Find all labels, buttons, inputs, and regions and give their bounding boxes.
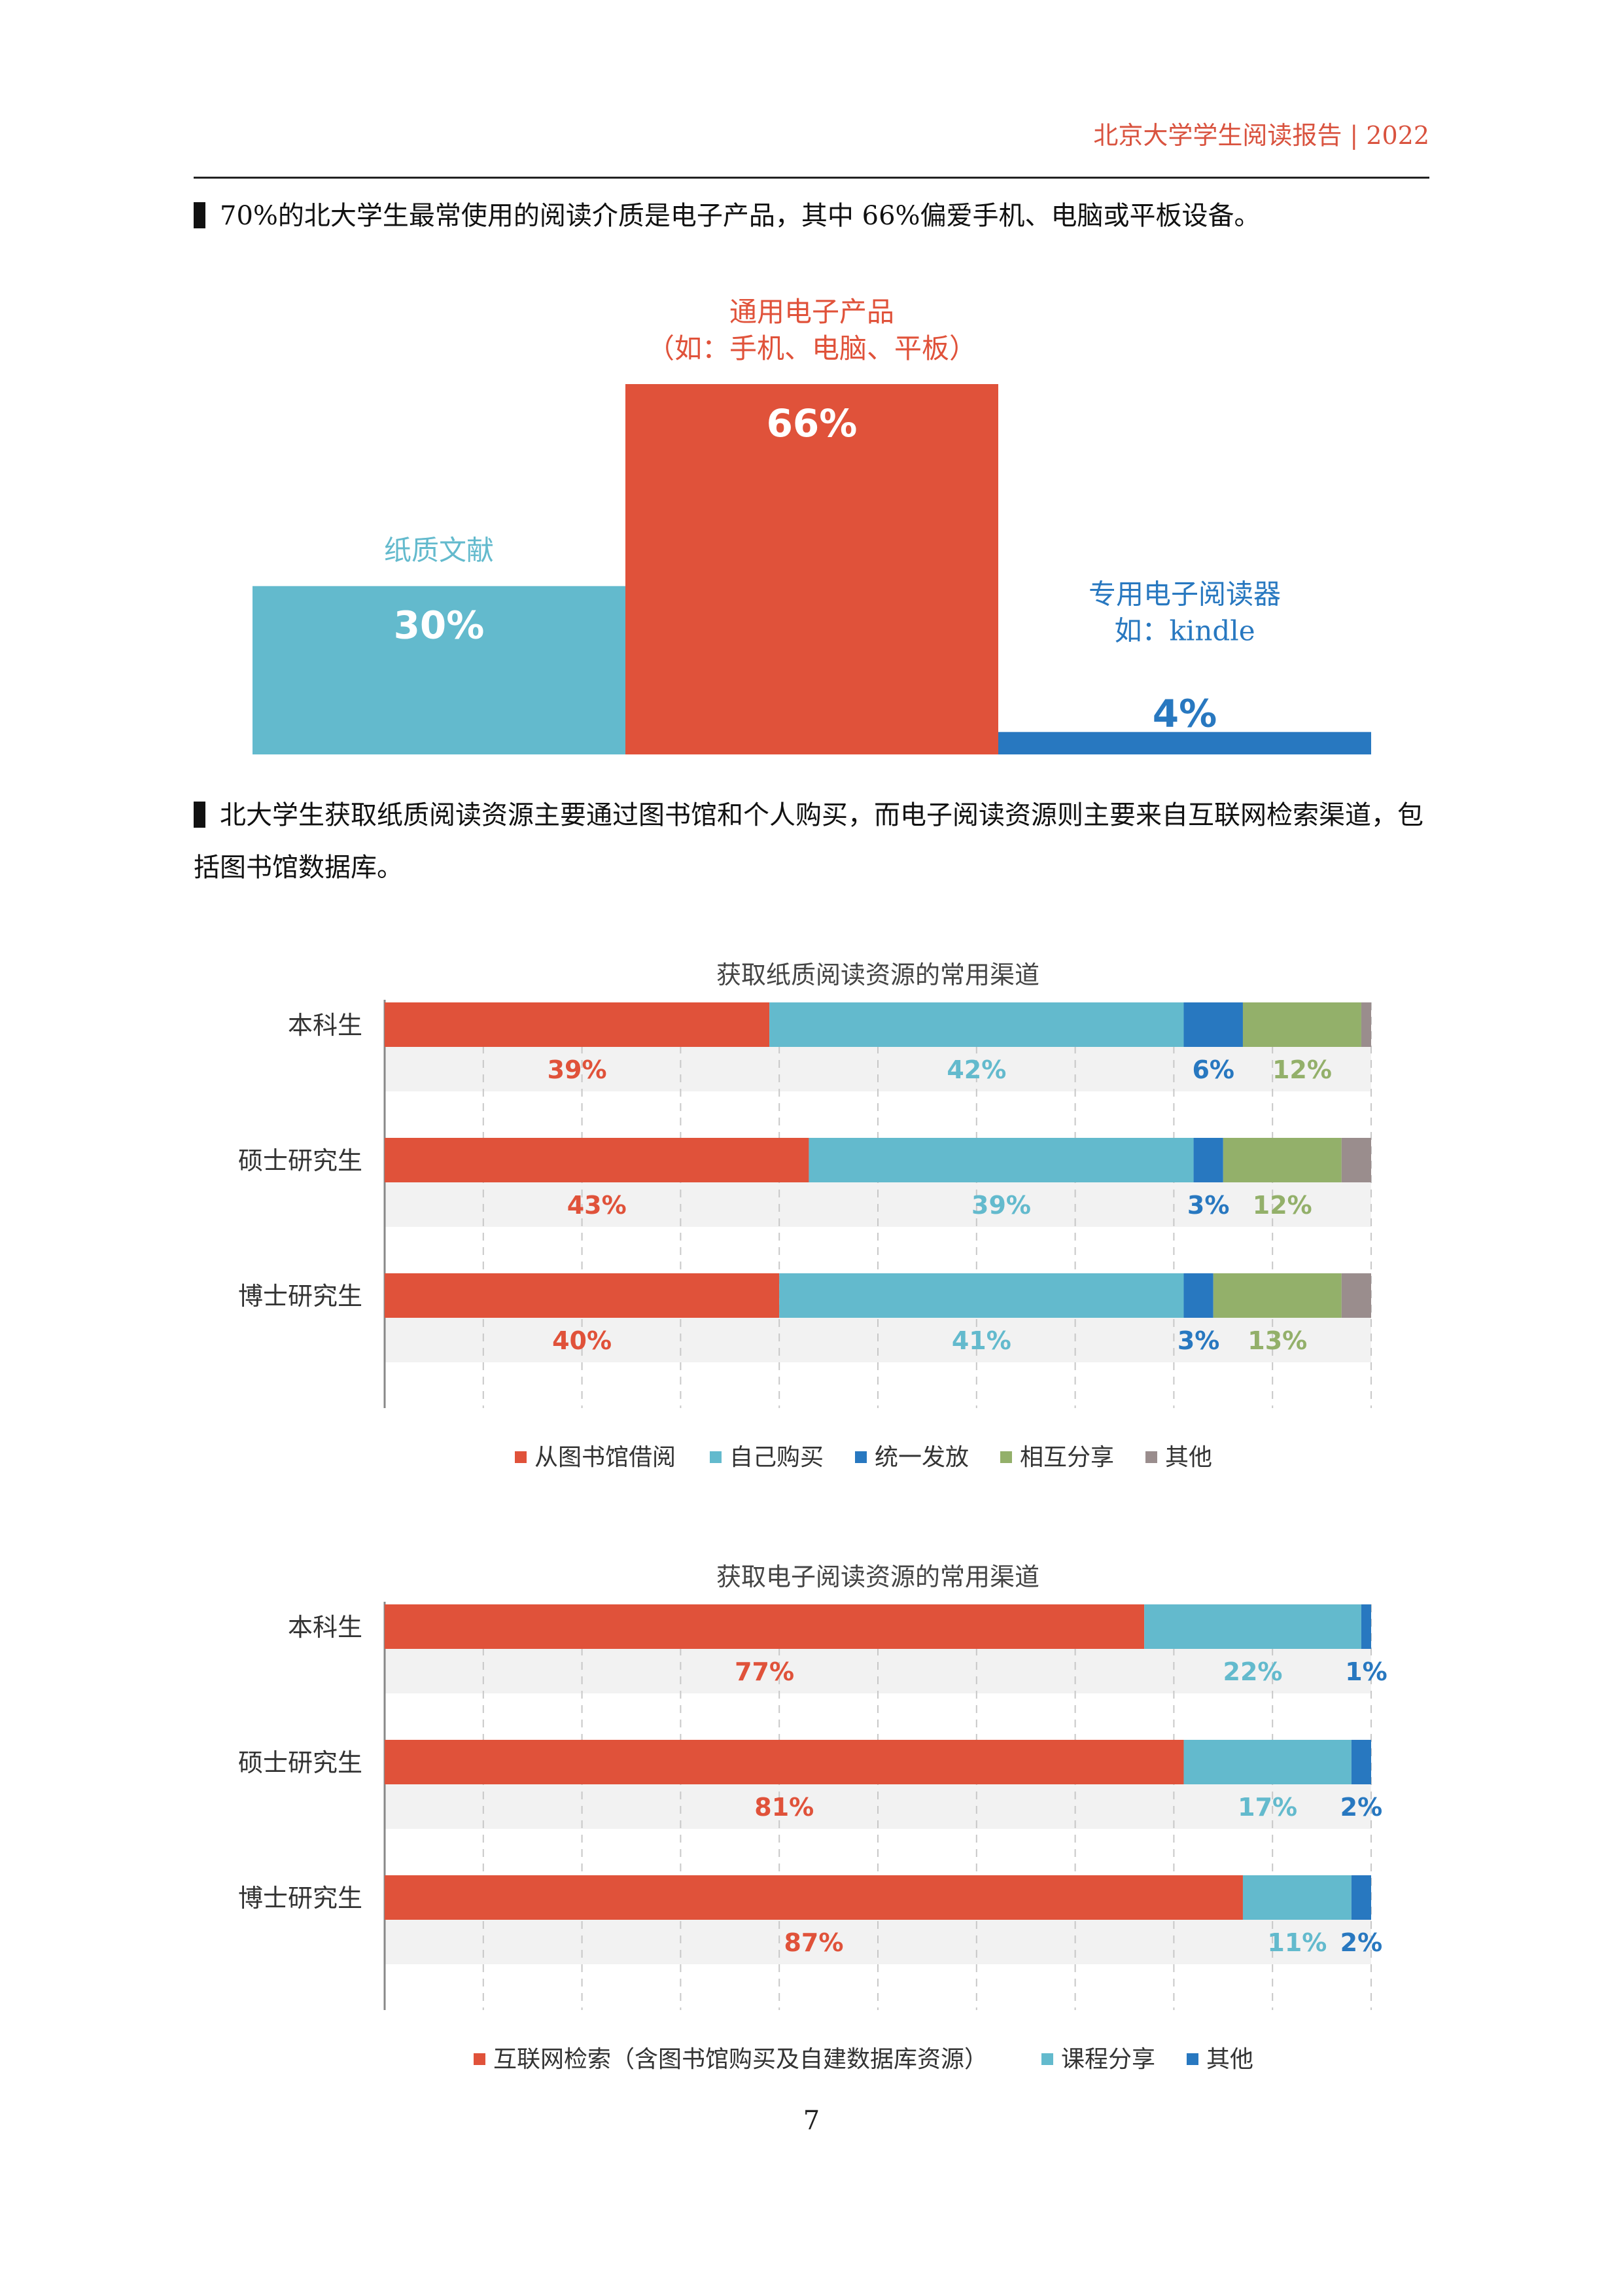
segment-0 (385, 1604, 1145, 1649)
bullet-mark (194, 202, 205, 228)
reading-medium-chart: 30% 纸质文献 66% 通用电子产品 （如：手机、电脑、平板） 4% 专用电子阅读器如：k… (253, 296, 1371, 754)
segment-0 (385, 1273, 780, 1318)
segment-2 (1193, 1138, 1223, 1182)
segment-1 (779, 1273, 1184, 1318)
legend-label-2: 其他 (1206, 2046, 1253, 2073)
value-label: 1% (1345, 1657, 1387, 1686)
value-label: 87% (784, 1928, 843, 1957)
intro-paragraph-2: 北大学生获取纸质阅读资源主要通过图书馆和个人购买，而电子阅读资源则主要来自互联网… (194, 789, 1437, 894)
legend-swatch-0 (474, 2053, 485, 2065)
segment-2 (1183, 1002, 1243, 1047)
legend-swatch-4 (1145, 1451, 1157, 1463)
value-label: 3% (1187, 1191, 1230, 1220)
value-label: 6% (1192, 1055, 1234, 1084)
value-label: 40% (552, 1326, 612, 1355)
segment-3 (1213, 1273, 1342, 1318)
segment-1 (809, 1138, 1194, 1182)
report-header: 北京大学学生阅读报告 | 2022 (1093, 121, 1429, 150)
legend-label-0: 从图书馆借阅 (534, 1444, 676, 1471)
header-rule (194, 177, 1429, 179)
label-band (385, 1649, 1371, 1693)
value-label: 17% (1238, 1793, 1297, 1822)
medium-category-label-1: （如：手机、电脑、平板） (647, 332, 977, 364)
label-band (385, 1047, 1371, 1091)
value-label: 12% (1272, 1055, 1332, 1084)
segment-0 (385, 1002, 770, 1047)
medium-value-label-2: 4% (1153, 692, 1217, 736)
segment-2 (1351, 1875, 1371, 1920)
medium-value-label-0: 30% (394, 603, 485, 648)
value-label: 81% (754, 1793, 814, 1822)
bullet-mark (194, 802, 205, 828)
segment-0 (385, 1875, 1243, 1920)
chart-title: 获取电子阅读资源的常用渠道 (716, 1563, 1039, 1591)
legend-label-0: 互联网检索（含图书馆购买及自建数据库资源） (493, 2046, 988, 2073)
segment-1 (1144, 1604, 1361, 1649)
value-label: 39% (971, 1191, 1031, 1220)
paragraph-text: 北大学生获取纸质阅读资源主要通过图书馆和个人购买，而电子阅读资源则主要来自互联网… (194, 800, 1423, 883)
medium-bar-0 (253, 586, 625, 754)
segment-4 (1341, 1273, 1371, 1318)
paragraph-text: 70%的北大学生最常使用的阅读介质是电子产品，其中 66%偏爱手机、电脑或平板设… (220, 201, 1261, 231)
legend-swatch-0 (515, 1451, 527, 1463)
value-label: 43% (567, 1191, 627, 1220)
legend-swatch-2 (1187, 2053, 1198, 2065)
segment-3 (1223, 1138, 1342, 1182)
legend-label-1: 课程分享 (1061, 2046, 1155, 2073)
segment-2 (1351, 1740, 1371, 1784)
segment-2 (1361, 1604, 1371, 1649)
category-label: 硕士研究生 (238, 1748, 362, 1777)
legend-label-4: 其他 (1165, 1444, 1212, 1471)
category-label: 博士研究生 (238, 1884, 362, 1913)
medium-category-label-2: 专用电子阅读器 (1089, 578, 1281, 610)
segment-0 (385, 1138, 809, 1182)
value-label: 12% (1253, 1191, 1312, 1220)
segment-2 (1183, 1273, 1213, 1318)
category-label: 博士研究生 (238, 1282, 362, 1311)
value-label: 39% (548, 1055, 607, 1084)
category-label: 本科生 (288, 1011, 362, 1040)
segment-3 (1242, 1002, 1361, 1047)
segment-4 (1341, 1138, 1371, 1182)
value-label: 42% (947, 1055, 1006, 1084)
legend-swatch-1 (710, 1451, 722, 1463)
value-label: 77% (735, 1657, 794, 1686)
segment-1 (1183, 1740, 1352, 1784)
value-label: 13% (1248, 1326, 1307, 1355)
legend-label-1: 自己购买 (729, 1444, 824, 1471)
medium-bar-2 (998, 732, 1371, 754)
segment-1 (769, 1002, 1184, 1047)
page-number: 7 (803, 2106, 820, 2136)
segment-4 (1361, 1002, 1371, 1047)
chart-title: 获取纸质阅读资源的常用渠道 (716, 961, 1039, 989)
legend-label-3: 相互分享 (1020, 1444, 1114, 1471)
value-label: 11% (1267, 1928, 1327, 1957)
legend-swatch-3 (1000, 1451, 1012, 1463)
medium-category-label-0: 纸质文献 (384, 535, 494, 567)
value-label: 2% (1340, 1928, 1383, 1957)
medium-category-label-1: 通用电子产品 (729, 296, 894, 328)
category-label: 本科生 (288, 1613, 362, 1642)
value-label: 2% (1340, 1793, 1383, 1822)
medium-bar-1 (625, 384, 998, 754)
value-label: 41% (952, 1326, 1011, 1355)
value-label: 22% (1223, 1657, 1283, 1686)
legend-swatch-2 (855, 1451, 867, 1463)
legend-label-2: 统一发放 (875, 1444, 969, 1471)
legend-swatch-1 (1041, 2053, 1053, 2065)
medium-category-label-2: 如：kindle (1114, 615, 1255, 647)
intro-paragraph-1: 70%的北大学生最常使用的阅读介质是电子产品，其中 66%偏爱手机、电脑或平板设… (194, 190, 1437, 242)
segment-0 (385, 1740, 1184, 1784)
segment-1 (1242, 1875, 1352, 1920)
category-label: 硕士研究生 (238, 1146, 362, 1175)
medium-value-label-1: 66% (767, 401, 858, 446)
value-label: 3% (1178, 1326, 1220, 1355)
